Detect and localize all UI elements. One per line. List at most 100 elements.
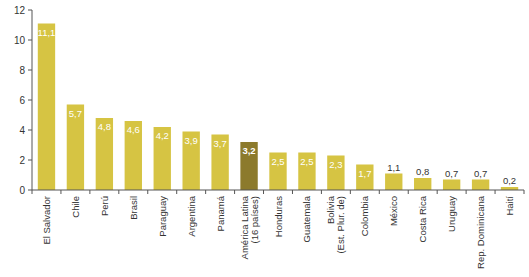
y-tick-label: 12 — [14, 5, 26, 16]
bar — [443, 180, 460, 191]
data-label: 11,1 — [38, 27, 56, 38]
data-label: 0,8 — [416, 166, 429, 177]
x-tick-label: Rep. Dominicana — [475, 195, 486, 269]
x-tick-label-line: Colombia — [359, 195, 370, 236]
x-tick — [118, 190, 119, 194]
x-tick-label: Argentina — [186, 195, 197, 236]
x-tick — [234, 190, 235, 194]
data-label: 1,1 — [387, 162, 400, 173]
data-label: 3,2 — [242, 145, 255, 156]
x-tick-label-line: Uruguay — [446, 196, 457, 232]
x-tick-label-line: (16 países) — [249, 196, 260, 244]
chart-container: 0 2 4 6 8 10 12 El Salvador Chile Perú Brasil Parag… — [0, 0, 529, 277]
x-tick — [466, 190, 467, 194]
y-tick — [28, 70, 32, 71]
bar — [385, 174, 402, 191]
x-tick — [89, 190, 90, 194]
x-tick-label-line: Perú — [99, 196, 110, 216]
bar — [298, 153, 315, 191]
y-tick-label: 0 — [19, 185, 25, 196]
data-label: 0,2 — [503, 175, 516, 186]
x-tick — [263, 190, 264, 194]
x-tick-label: Colombia — [359, 195, 370, 236]
bar — [182, 132, 199, 191]
x-tick-label: Costa Rica — [417, 195, 428, 242]
bar — [96, 118, 113, 190]
x-tick-label: Panamá — [215, 195, 226, 231]
y-tick-label: 2 — [19, 155, 25, 166]
x-tick-label-line: (Est. Plur. de) — [335, 196, 346, 254]
x-tick-label: Bolivia(Est. Plur. de) — [325, 195, 346, 253]
x-tick-label: Guatemala — [301, 195, 312, 242]
x-tick-label: Paraguay — [157, 196, 168, 237]
x-tick — [32, 190, 33, 194]
x-tick — [176, 190, 177, 194]
x-tick — [437, 190, 438, 194]
data-label: 2,3 — [329, 159, 342, 170]
x-tick-label-line: México — [388, 196, 399, 226]
y-tick — [28, 130, 32, 131]
data-label: 4,8 — [98, 121, 111, 132]
x-tick-label-line: Argentina — [186, 195, 197, 236]
data-label: 2,5 — [300, 156, 313, 167]
x-tick-label: Haití — [504, 196, 515, 216]
data-label: 0,7 — [445, 168, 458, 179]
x-tick-label-line: Brasil — [128, 196, 139, 220]
data-label: 0,7 — [474, 168, 487, 179]
bars — [38, 24, 518, 191]
x-tick-label-line: Costa Rica — [417, 195, 428, 242]
x-tick — [408, 190, 409, 194]
data-label: 5,7 — [69, 108, 82, 119]
x-tick — [524, 190, 525, 194]
data-label: 4,2 — [156, 130, 169, 141]
y-tick-label: 6 — [19, 95, 25, 106]
x-tick-label: México — [388, 196, 399, 226]
x-tick — [350, 190, 351, 194]
bar — [269, 153, 286, 191]
x-axis-line — [32, 190, 524, 191]
x-tick — [379, 190, 380, 194]
bar — [125, 121, 142, 190]
bar — [327, 156, 344, 191]
x-tick-label: Uruguay — [446, 196, 457, 232]
x-tick — [321, 190, 322, 194]
data-label: 3,9 — [185, 135, 198, 146]
bar — [67, 105, 84, 191]
bar — [211, 135, 228, 191]
x-tick-label: Brasil — [128, 196, 139, 220]
bar — [356, 165, 373, 191]
data-label: 3,7 — [214, 138, 227, 149]
x-tick-label-line: Chile — [70, 196, 81, 218]
data-label: 4,6 — [127, 124, 140, 135]
x-tick-label-line: Rep. Dominicana — [475, 195, 486, 269]
bar — [240, 142, 257, 190]
chart-svg: 0 2 4 6 8 10 12 El Salvador Chile Perú Brasil Parag… — [0, 0, 529, 277]
y-tick — [28, 10, 32, 11]
x-tick — [495, 190, 496, 194]
x-tick-label: Honduras — [273, 196, 284, 237]
y-tick — [28, 40, 32, 41]
data-label: 2,5 — [271, 156, 284, 167]
y-tick-label: 10 — [14, 35, 26, 46]
x-tick-label-line: Guatemala — [301, 195, 312, 242]
x-tick — [292, 190, 293, 194]
y-tick — [28, 160, 32, 161]
x-tick — [205, 190, 206, 194]
bar — [414, 178, 431, 190]
bar — [472, 180, 489, 191]
x-tick-label-line: El Salvador — [41, 196, 52, 245]
bar — [154, 127, 171, 190]
y-tick — [28, 190, 32, 191]
x-tick-label-line: Paraguay — [157, 196, 168, 237]
x-tick-label: Chile — [70, 196, 81, 218]
data-label: 1,7 — [358, 168, 371, 179]
y-tick — [28, 100, 32, 101]
x-tick — [147, 190, 148, 194]
x-tick-label-line: Honduras — [273, 196, 284, 237]
bar — [38, 24, 55, 191]
x-tick-label: Perú — [99, 196, 110, 216]
x-tick-label: El Salvador — [41, 196, 52, 245]
y-tick-label: 4 — [19, 125, 25, 136]
x-tick-label-line: Panamá — [215, 195, 226, 231]
y-tick-label: 8 — [19, 65, 25, 76]
